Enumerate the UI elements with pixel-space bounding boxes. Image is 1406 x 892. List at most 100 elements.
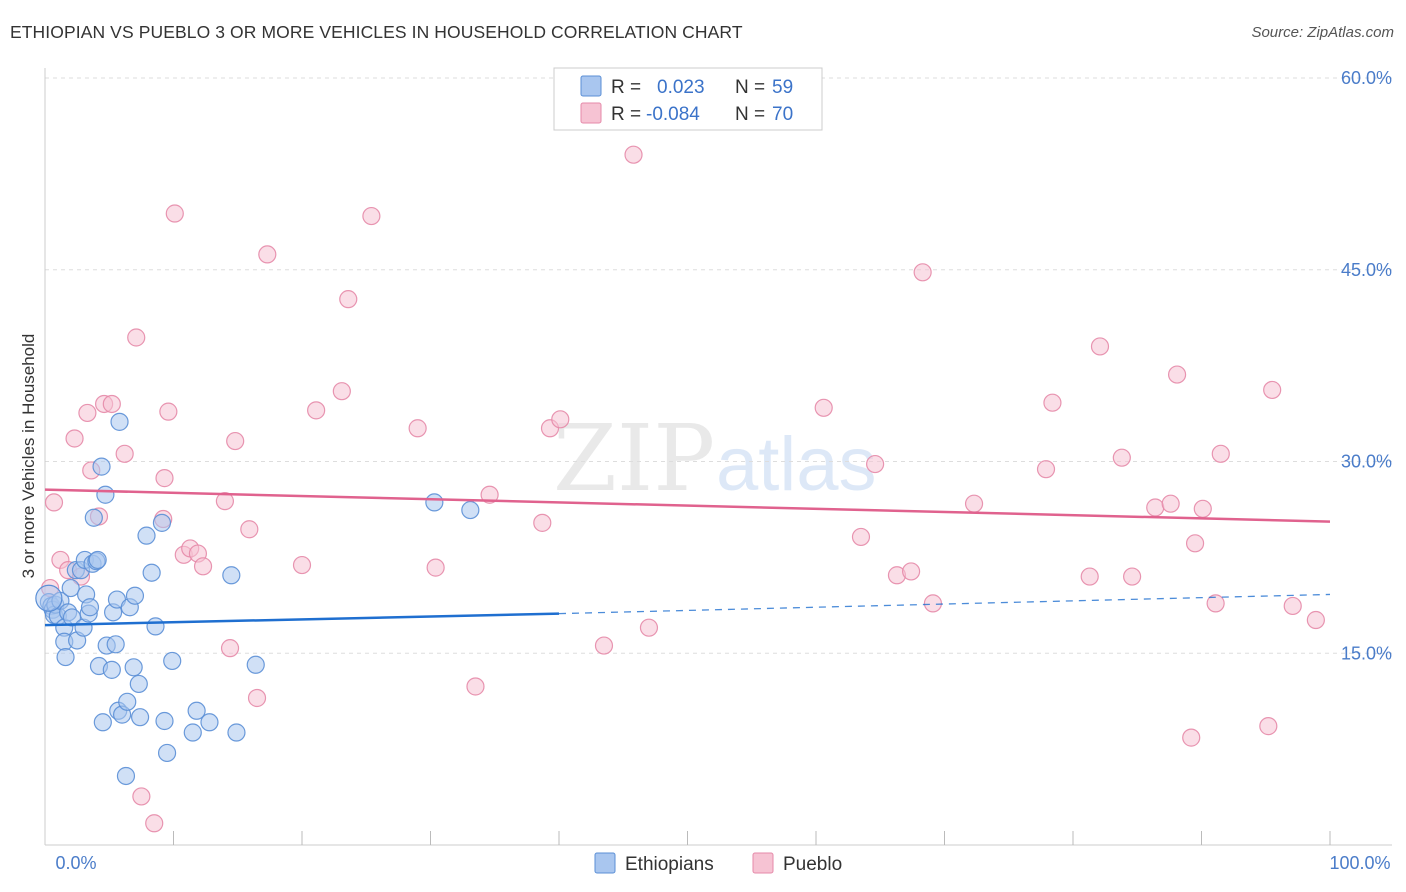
data-point [1146,498,1165,517]
data-point [362,206,381,226]
data-point [146,617,165,636]
data-point [923,594,943,613]
data-point [551,410,570,429]
x-tick-label-min: 0.0% [55,853,96,873]
legend-r-value-ethiopians: 0.023 [657,77,705,98]
data-point [1211,444,1230,463]
data-point [155,469,174,488]
data-point [1123,567,1142,586]
data-point [193,557,213,576]
data-point [1263,380,1282,400]
series-legend-swatch-ethiopians [594,852,616,874]
data-point [44,493,64,512]
data-point [240,520,259,539]
series-legend: Ethiopians Pueblo [594,852,842,875]
data-point [142,563,161,582]
data-point [129,674,148,694]
source-credit: Source: ZipAtlas.com [1251,24,1394,41]
data-point [639,618,659,637]
data-point [480,485,499,504]
data-point [466,677,485,696]
series-legend-label-pueblo: Pueblo [783,854,842,875]
data-point [127,328,146,347]
data-point [92,457,111,476]
data-point [163,651,182,671]
data-point [61,578,80,598]
axes [44,68,1392,846]
y-axis-label: 3 or more Vehicles in Household [19,334,38,579]
legend-n-label-pueblo: N = [735,104,765,125]
data-point [226,431,245,451]
data-point [1080,567,1099,586]
data-point [215,492,234,511]
data-point [65,429,84,448]
data-point [1167,365,1187,384]
data-point [222,566,241,585]
y-tick-label: 60.0% [1341,68,1392,88]
legend-n-value-pueblo: 70 [772,104,793,125]
trend-line-ethiopians-extension [558,593,1331,615]
data-point [1306,610,1325,630]
legend-swatch-ethiopians [580,75,602,97]
y-tick-labels: 15.0% 30.0% 45.0% 60.0% [1341,68,1392,663]
data-point [125,586,145,605]
y-tick-label: 45.0% [1341,260,1392,280]
data-point [118,692,137,711]
data-point-cluster [35,584,63,612]
data-point [187,701,206,720]
data-point [246,655,265,674]
data-point [145,814,164,833]
data-point [258,245,277,264]
watermark-atlas: atlas [716,422,877,507]
legend-r-label-ethiopians: R = [611,77,641,98]
data-point [84,508,103,527]
data-point [426,558,445,577]
data-point [913,263,932,282]
data-point [1112,448,1131,467]
data-point [594,636,614,655]
trend-lines [44,488,1331,627]
data-point [96,485,115,504]
trend-line-pueblo [44,488,1331,523]
y-tick-label: 15.0% [1341,643,1392,663]
data-point [533,513,552,532]
data-point [102,394,121,414]
series-legend-label-ethiopians: Ethiopians [625,854,714,875]
data-point [56,647,75,667]
data-point [80,598,100,617]
data-point [408,419,427,438]
pueblo-points [41,145,1325,833]
data-point [866,454,885,474]
data-point [851,527,871,547]
data-point [1090,337,1110,356]
data-point [247,688,267,708]
data-point [183,723,202,742]
series-legend-swatch-pueblo [752,852,774,874]
legend-r-label-pueblo: R = [611,104,641,125]
data-point [78,403,97,423]
data-point [1259,717,1278,736]
data-point [155,711,174,731]
data-point [425,493,444,512]
y-tick-label: 30.0% [1341,452,1392,472]
gridlines [45,77,1392,654]
data-point [132,787,151,806]
data-point [1036,460,1056,479]
data-point [624,145,643,164]
legend-n-label-ethiopians: N = [735,77,765,98]
data-point [1161,494,1180,513]
correlation-legend: R = 0.023 N = 59 R = -0.084 N = 70 [553,67,823,131]
watermark-zip: ZIP [553,405,715,512]
data-point [220,639,240,658]
data-point [88,550,107,570]
legend-r-value-pueblo: -0.084 [646,104,700,125]
data-point [137,526,156,545]
x-tick-label-max: 100.0% [1329,853,1390,873]
data-point [227,723,246,742]
data-point [157,743,177,763]
data-point [292,555,312,575]
data-point [1043,393,1062,412]
data-point [93,713,112,732]
data-point [964,494,984,513]
data-point [115,444,134,463]
